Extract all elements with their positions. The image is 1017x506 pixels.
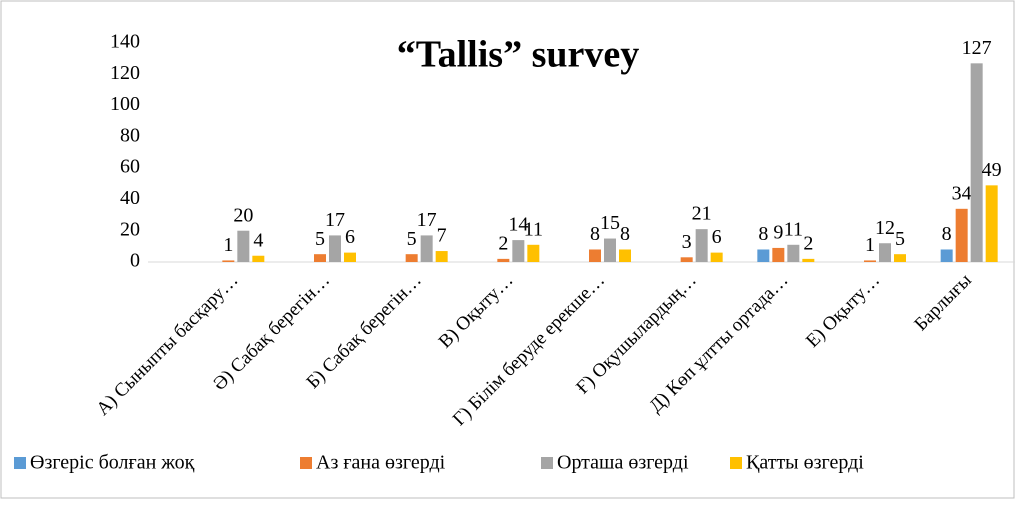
data-label: 49: [982, 159, 1002, 181]
data-label: 21: [692, 203, 712, 225]
data-label: 11: [784, 218, 803, 240]
bar: [864, 260, 876, 262]
y-tick-label: 0: [130, 250, 140, 272]
bar: [314, 254, 326, 262]
bar: [772, 247, 785, 262]
chart-title: “Tallis” survey: [397, 34, 639, 76]
data-label: 2: [803, 232, 813, 254]
bar: [435, 251, 448, 262]
data-label: 8: [590, 223, 600, 245]
bar: [237, 230, 250, 262]
data-label: 34: [952, 182, 972, 204]
y-tick-label: 140: [110, 31, 140, 53]
legend-label: Қатты өзгерді: [746, 452, 864, 474]
bar: [787, 244, 800, 262]
bar: [680, 257, 693, 262]
data-label: 5: [407, 228, 417, 250]
bar: [589, 249, 601, 262]
bar: [802, 258, 815, 262]
data-label: 20: [233, 204, 253, 226]
data-label: 6: [345, 226, 355, 248]
data-label: 9: [773, 222, 783, 244]
bar: [985, 185, 998, 262]
y-tick-label: 120: [110, 62, 140, 84]
data-label: 127: [962, 37, 992, 59]
legend-label: Орташа өзгерді: [557, 452, 689, 474]
data-label: 17: [325, 209, 345, 231]
bar: [344, 252, 356, 262]
bar: [527, 244, 540, 262]
legend-label: Өзгеріс болған жоқ: [30, 452, 195, 474]
data-label: 11: [524, 218, 543, 240]
y-tick-label: 80: [120, 124, 140, 146]
bar: [405, 254, 418, 262]
y-tick-label: 40: [120, 187, 140, 209]
data-label: 3: [682, 231, 692, 253]
data-label: 17: [417, 209, 437, 231]
y-tick-label: 100: [110, 93, 140, 115]
bar: [894, 254, 906, 262]
legend-label: Аз ғана өзгерді: [316, 452, 446, 474]
data-label: 5: [895, 228, 905, 250]
bar: [757, 249, 770, 262]
legend-swatch: [541, 457, 553, 469]
bar: [710, 252, 723, 262]
bar: [512, 240, 525, 262]
data-label: 12: [875, 217, 895, 239]
data-label: 1: [865, 234, 875, 256]
data-label: 4: [253, 229, 263, 251]
bar: [955, 208, 968, 262]
bar: [619, 249, 631, 262]
bar: [420, 235, 433, 262]
bar: [970, 63, 983, 263]
data-label: 8: [620, 223, 630, 245]
bar: [604, 238, 616, 262]
data-label: 14: [508, 214, 528, 236]
bar: [695, 229, 708, 262]
legend-swatch: [300, 457, 312, 469]
y-tick-label: 20: [120, 218, 140, 240]
bar: [329, 235, 341, 262]
data-label: 2: [498, 232, 508, 254]
data-label: 8: [942, 223, 952, 245]
data-label: 8: [758, 223, 768, 245]
bar: [940, 249, 953, 262]
data-label: 1: [223, 234, 233, 256]
y-tick-label: 60: [120, 156, 140, 178]
bar: [222, 260, 235, 262]
bar: [252, 255, 265, 262]
data-label: 6: [712, 226, 722, 248]
data-label: 7: [437, 225, 447, 247]
data-label: 15: [600, 212, 620, 234]
bar: [879, 243, 891, 262]
legend-swatch: [730, 457, 742, 469]
data-label: 5: [315, 228, 325, 250]
legend-swatch: [14, 457, 26, 469]
bar: [497, 258, 510, 262]
